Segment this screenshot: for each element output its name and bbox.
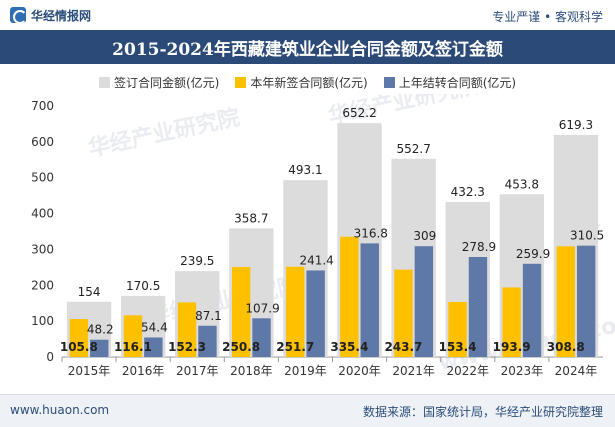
value-label-signed: 358.7 [234, 211, 268, 225]
bar-new-signed [286, 266, 305, 357]
value-label-signed: 493.1 [288, 163, 322, 177]
slogan: 专业严谨 • 客观科学 [492, 10, 603, 24]
value-label-signed: 170.5 [126, 279, 160, 293]
value-label-new-signed: 116.1 [114, 340, 152, 354]
x-tick-label: 2017年 [176, 364, 219, 378]
bar-new-signed [231, 267, 251, 357]
axes-layer: 0 100 200 300 400 500 600 700 2015年 2016年 2017年 201… [31, 99, 603, 378]
y-tick-label: 0 [46, 350, 54, 364]
bar-carryover [360, 243, 379, 357]
value-label-carryover: 107.9 [245, 301, 279, 315]
bar-new-signed [556, 246, 575, 357]
value-label-new-signed: 193.9 [493, 340, 531, 354]
x-tick-label: 2021年 [392, 364, 435, 378]
value-label-new-signed: 152.3 [168, 340, 206, 354]
legend-label-new-signed: 本年新签合同额(亿元) [250, 75, 368, 90]
bar-carryover [414, 246, 434, 357]
value-label-carryover: 309 [413, 229, 436, 243]
bar-new-signed [502, 287, 521, 357]
value-label-new-signed: 250.8 [222, 340, 260, 354]
value-label-carryover: 87.1 [195, 309, 222, 323]
bar-carryover [522, 263, 542, 357]
value-label-carryover: 278.9 [462, 240, 496, 254]
top-bar: 华经情报网 专业严谨 • 客观科学 [0, 0, 615, 30]
x-tick-label: 2020年 [338, 364, 381, 378]
legend-label-carryover: 上年结转合同额(亿元) [398, 75, 517, 90]
value-labels-layer: 154 105.8 48.2 170.5 116.1 54.4 239.5 152.3 87.1… [60, 106, 604, 354]
title-bar: 2015-2024年西藏建筑业企业合同金额及签订金额 [0, 30, 615, 64]
bar-chart: 华经产业研究院 华经产业研究院 华经产业研究院 www.huaon.com 01… [31, 94, 615, 378]
bar-new-signed [123, 315, 143, 357]
value-label-new-signed: 105.8 [60, 340, 98, 354]
brand-name: 华经情报网 [31, 8, 92, 23]
bars-layer [66, 123, 599, 357]
value-label-signed: 619.3 [559, 118, 593, 132]
value-label-signed: 432.3 [451, 185, 485, 199]
y-tick-label: 100 [31, 314, 54, 328]
value-label-signed: 154 [78, 285, 101, 299]
bar-carryover [90, 339, 109, 357]
value-label-carryover: 316.8 [354, 226, 388, 240]
y-tick-label: 300 [31, 242, 54, 256]
value-label-new-signed: 243.7 [384, 340, 422, 354]
x-tick-label: 2018年 [230, 364, 273, 378]
bar-new-signed [448, 301, 467, 357]
legend-item-signed: 签订合同金额(亿元) [98, 74, 220, 91]
legend-label-signed: 签订合同金额(亿元) [113, 75, 220, 90]
value-label-signed: 453.8 [505, 177, 539, 191]
bar-carryover [144, 337, 163, 357]
watermark-text: 华经产业研究院 [86, 104, 242, 161]
huajing-logo-icon [10, 7, 27, 24]
value-label-carryover: 259.9 [516, 247, 550, 261]
bar-carryover [306, 270, 325, 357]
value-label-new-signed: 335.4 [330, 340, 368, 354]
x-tick-label: 2022年 [446, 364, 489, 378]
y-tick-label: 400 [31, 207, 54, 221]
value-label-carryover: 310.5 [570, 229, 604, 243]
y-tick-label: 200 [31, 278, 54, 292]
bar-new-signed [394, 269, 413, 357]
x-tick-label: 2019年 [284, 364, 327, 378]
data-source: 数据来源：国家统计局，华经产业研究院整理 [362, 405, 603, 419]
footer: www.huaon.com 数据来源：国家统计局，华经产业研究院整理 [0, 394, 615, 427]
value-label-carryover: 48.2 [87, 323, 114, 337]
chart-legend: 签订合同金额(亿元) 本年新签合同额(亿元) 上年结转合同额(亿元) [0, 72, 615, 92]
x-tick-label: 2016年 [122, 364, 165, 378]
value-label-carryover: 241.4 [299, 253, 333, 267]
chart-title: 2015-2024年西藏建筑业企业合同金额及签订金额 [112, 39, 503, 60]
value-label-signed: 652.2 [342, 106, 376, 120]
x-tick-label: 2024年 [555, 364, 598, 378]
value-label-new-signed: 308.8 [547, 340, 585, 354]
value-label-carryover: 54.4 [141, 320, 168, 334]
value-label-new-signed: 153.4 [439, 340, 477, 354]
legend-item-carryover: 上年结转合同额(亿元) [383, 74, 517, 91]
x-tick-label: 2023年 [501, 364, 544, 378]
bar-new-signed [340, 236, 359, 357]
brand[interactable]: 华经情报网 [10, 6, 91, 24]
legend-swatch-signed [98, 76, 110, 88]
bar-new-signed [177, 302, 197, 357]
y-tick-label: 500 [31, 171, 54, 185]
bar-carryover [198, 325, 217, 357]
legend-swatch-carryover [383, 76, 395, 88]
legend-swatch-new-signed [235, 76, 247, 88]
value-label-signed: 239.5 [180, 254, 214, 268]
website-link[interactable]: www.huaon.com [10, 403, 110, 417]
bar-carryover [468, 256, 488, 357]
y-tick-label: 600 [31, 135, 54, 149]
y-tick-label: 700 [31, 99, 54, 113]
value-label-new-signed: 251.7 [276, 340, 314, 354]
legend-item-new-signed: 本年新签合同额(亿元) [235, 74, 368, 91]
bar-new-signed [69, 319, 89, 357]
bar-carryover [252, 318, 271, 357]
value-label-signed: 552.7 [396, 142, 430, 156]
bar-carryover [576, 245, 596, 357]
x-tick-label: 2015年 [68, 364, 111, 378]
